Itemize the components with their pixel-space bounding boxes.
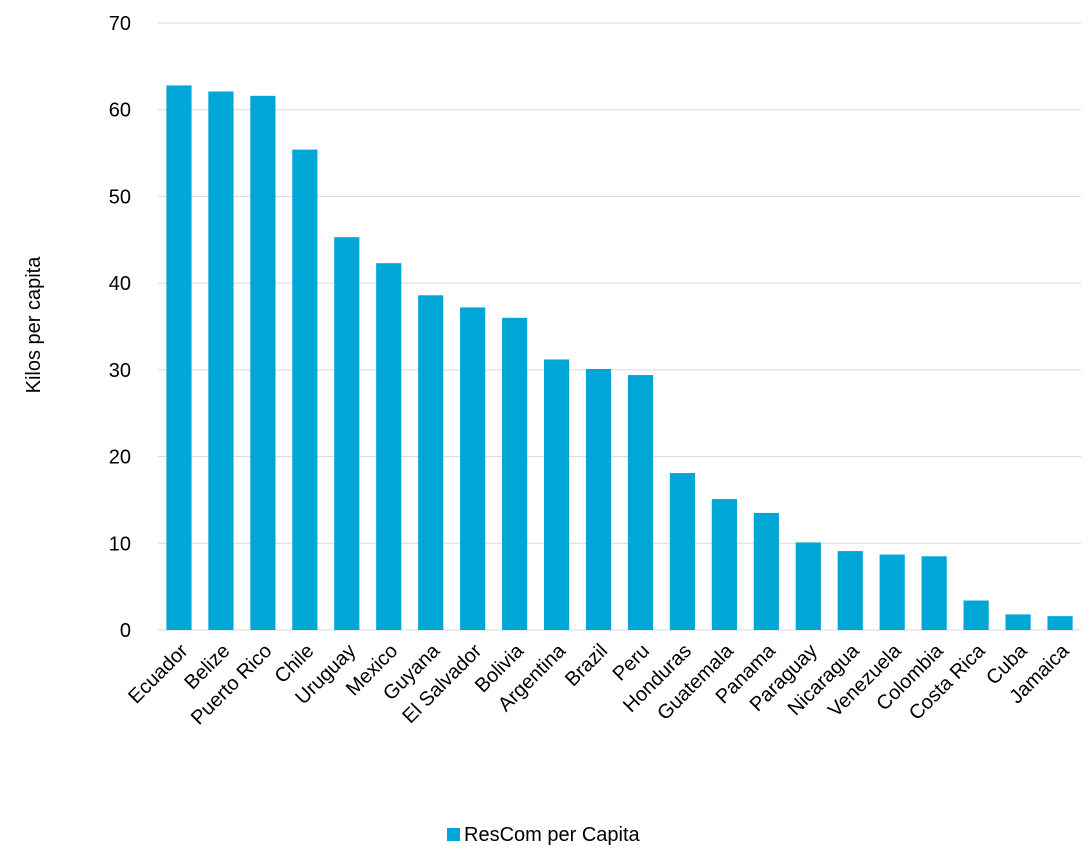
bar-guatemala bbox=[711, 499, 737, 630]
bar-ecuador bbox=[166, 85, 192, 631]
bar-honduras bbox=[669, 473, 696, 630]
y-tick-label: 20 bbox=[109, 447, 131, 469]
bar-brazil bbox=[585, 368, 612, 630]
legend-swatch bbox=[447, 828, 460, 841]
bar-uruguay bbox=[334, 237, 360, 631]
y-tick-label: 60 bbox=[109, 100, 131, 122]
y-tick-label: 50 bbox=[109, 186, 131, 208]
bar-costa-rica bbox=[963, 600, 989, 630]
bar-guyana bbox=[418, 295, 444, 630]
legend: ResCom per Capita bbox=[447, 824, 641, 846]
bar-argentina bbox=[543, 359, 570, 630]
bar-paraguay bbox=[795, 542, 821, 630]
bar-puerto-rico bbox=[250, 95, 276, 631]
y-tick-label: 0 bbox=[120, 620, 131, 642]
bar-venezuela bbox=[879, 554, 905, 630]
y-axis-title: Kilos per capita bbox=[23, 256, 45, 394]
y-tick-label: 70 bbox=[109, 13, 131, 35]
bar-peru bbox=[627, 375, 654, 630]
legend-label: ResCom per Capita bbox=[464, 824, 641, 846]
bar-panama bbox=[753, 512, 779, 630]
bar-jamaica bbox=[1047, 616, 1073, 630]
y-tick-label: 40 bbox=[109, 273, 131, 295]
bar-belize bbox=[208, 91, 234, 631]
bar-mexico bbox=[376, 263, 402, 630]
bar-el-salvador bbox=[460, 307, 486, 630]
y-tick-label: 30 bbox=[109, 360, 131, 382]
y-tick-labels: 0 10 20 30 40 50 60 70 bbox=[109, 13, 131, 642]
bar-chile bbox=[292, 149, 318, 631]
bar-bolivia bbox=[502, 317, 528, 630]
bar-colombia bbox=[921, 556, 947, 630]
bar-nicaragua bbox=[837, 551, 863, 630]
y-tick-label: 10 bbox=[109, 533, 131, 555]
bar-cuba bbox=[1005, 614, 1031, 630]
x-tick-label: Ecuador bbox=[124, 640, 192, 708]
bars bbox=[166, 85, 1073, 631]
x-tick-label: Brazil bbox=[561, 640, 612, 691]
